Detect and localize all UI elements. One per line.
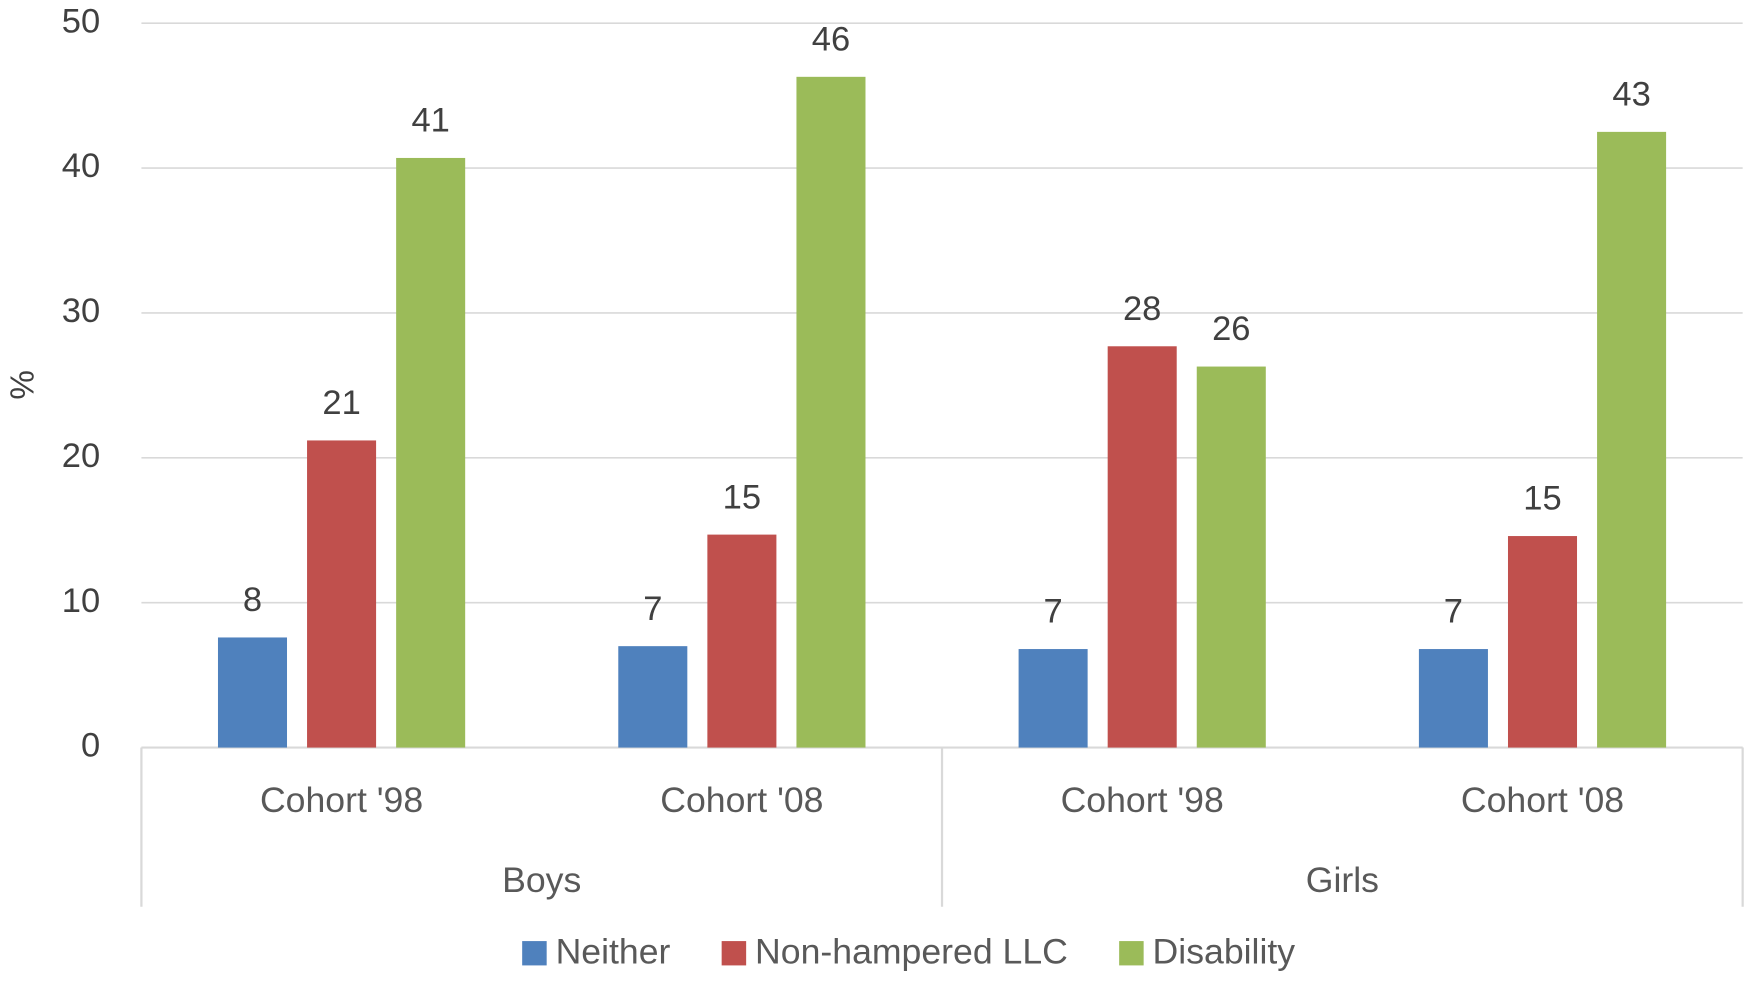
bar bbox=[1018, 649, 1088, 748]
bar bbox=[217, 637, 288, 748]
bar bbox=[1196, 366, 1266, 748]
data-label: 15 bbox=[723, 478, 761, 516]
y-tick-label: 10 bbox=[62, 582, 100, 620]
bar bbox=[396, 157, 466, 748]
y-tick-label: 20 bbox=[62, 437, 100, 475]
y-axis-label: % bbox=[4, 370, 41, 399]
y-tick-label: 50 bbox=[62, 2, 100, 40]
bar bbox=[1597, 131, 1667, 748]
bar bbox=[1507, 536, 1578, 748]
x-tick-label: Cohort '98 bbox=[1061, 780, 1224, 820]
group-label: Girls bbox=[1306, 860, 1379, 900]
bar bbox=[1107, 346, 1177, 748]
data-label: 46 bbox=[812, 21, 850, 59]
bar bbox=[796, 76, 866, 748]
x-tick-label: Cohort '08 bbox=[1461, 780, 1624, 820]
legend-label: Disability bbox=[1153, 932, 1296, 972]
x-tick-label: Cohort '08 bbox=[660, 780, 823, 820]
x-tick-label: Cohort '98 bbox=[260, 780, 423, 820]
bar bbox=[618, 646, 688, 748]
legend-label: Non-hampered LLC bbox=[755, 932, 1068, 972]
bar bbox=[1418, 649, 1488, 748]
legend-swatch bbox=[721, 941, 747, 966]
group-label: Boys bbox=[502, 860, 581, 900]
data-label: 21 bbox=[322, 384, 360, 422]
legend-label: Neither bbox=[556, 932, 671, 972]
data-label: 43 bbox=[1612, 76, 1650, 114]
bar bbox=[707, 534, 777, 748]
data-label: 15 bbox=[1523, 480, 1561, 518]
data-label: 7 bbox=[643, 590, 662, 628]
legend-swatch bbox=[1119, 941, 1144, 966]
data-label: 7 bbox=[1044, 593, 1063, 631]
data-label: 41 bbox=[411, 102, 449, 140]
legend-swatch bbox=[522, 941, 547, 966]
data-label: 7 bbox=[1444, 593, 1463, 631]
bar bbox=[307, 440, 377, 748]
data-label: 28 bbox=[1123, 290, 1161, 328]
data-label: 8 bbox=[243, 581, 262, 619]
y-tick-label: 0 bbox=[81, 727, 100, 765]
y-tick-label: 30 bbox=[62, 292, 100, 330]
y-tick-label: 40 bbox=[62, 147, 100, 185]
data-label: 26 bbox=[1212, 310, 1250, 348]
